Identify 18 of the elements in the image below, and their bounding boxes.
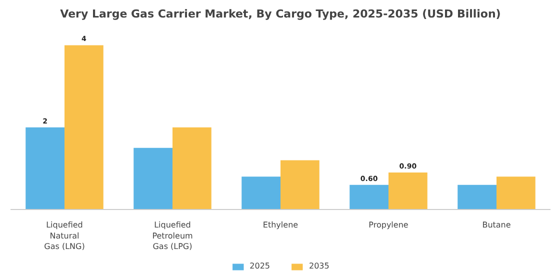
x-tick-label: Butane — [482, 220, 511, 230]
x-tick-label: Propylene — [368, 220, 408, 230]
bar — [134, 148, 172, 210]
bar — [242, 176, 280, 210]
bar — [280, 160, 320, 210]
bar — [496, 176, 536, 210]
bar — [388, 172, 428, 210]
legend-label: 2025 — [250, 262, 270, 270]
x-tick-label: Liquefied Petroleum Gas (LPG) — [152, 220, 194, 252]
bar — [458, 184, 496, 210]
x-tick-label: Ethylene — [262, 220, 298, 230]
bar — [350, 184, 388, 210]
bar — [26, 127, 64, 210]
legend-label: 2035 — [309, 262, 330, 270]
chart-title: Very Large Gas Carrier Market, By Cargo Type, 2025-2035 (USD Billion) — [60, 8, 501, 20]
x-tick-label: Liquefied Natural Gas (LNG) — [44, 220, 85, 252]
bar — [64, 45, 104, 210]
bar — [172, 127, 212, 210]
